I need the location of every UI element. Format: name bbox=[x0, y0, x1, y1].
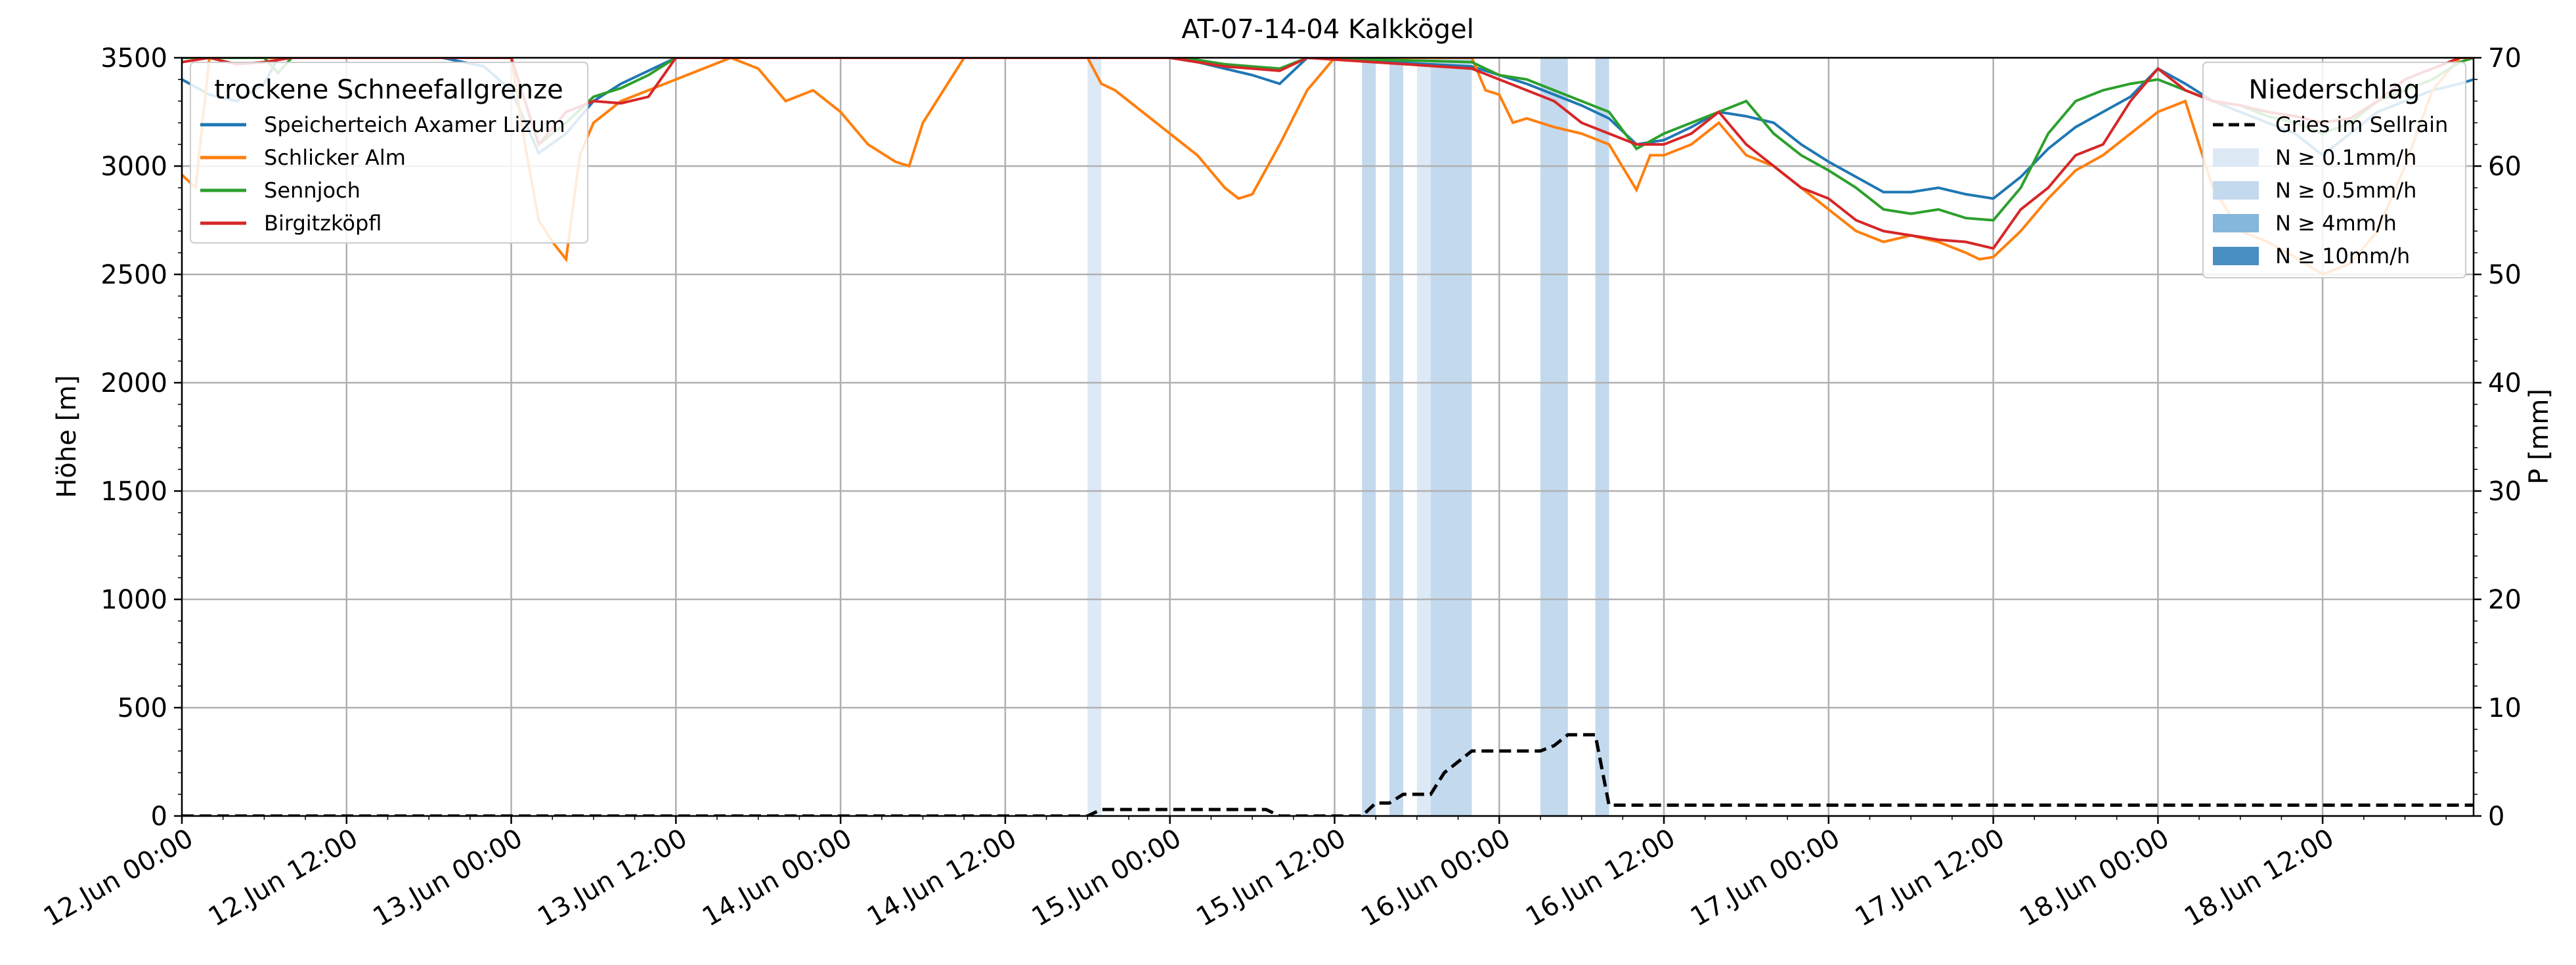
xtick-label-4: 14.Jun 00:00 bbox=[697, 823, 857, 933]
legend-left-label-2: Sennjoch bbox=[264, 178, 360, 203]
ytick-left-label-2: 1000 bbox=[100, 585, 167, 615]
legend-right-swatch-1 bbox=[2213, 181, 2259, 200]
y-axis-label-left: Höhe [m] bbox=[52, 375, 82, 498]
xtick-label-8: 16.Jun 00:00 bbox=[1356, 823, 1516, 933]
ytick-left-label-7: 3500 bbox=[100, 43, 167, 74]
precip-line bbox=[182, 733, 2474, 816]
xtick-label-13: 18.Jun 12:00 bbox=[2179, 823, 2339, 933]
ytick-left-label-1: 500 bbox=[118, 693, 167, 723]
legend-left-items: Speicherteich Axamer Lizum Schlicker Alm S… bbox=[200, 112, 565, 236]
legend-right-title: Niederschlag bbox=[2248, 75, 2420, 105]
y-axis-right: 0 10 20 30 40 50 60 70 bbox=[2474, 43, 2521, 832]
ytick-right-label-0: 0 bbox=[2488, 802, 2504, 832]
precip-band-2 bbox=[1389, 58, 1403, 816]
ytick-right-label-1: 10 bbox=[2488, 693, 2521, 723]
legend-right-swatch-3 bbox=[2213, 247, 2259, 265]
legend-left-label-3: Birgitzköpfl bbox=[264, 211, 382, 236]
legend-right-swatch-2 bbox=[2213, 214, 2259, 232]
x-axis: 12.Jun 00:00 12.Jun 12:00 13.Jun 00:00 13.J… bbox=[39, 816, 2447, 933]
y-axis-label-right: P [mm] bbox=[2524, 389, 2554, 484]
ytick-left-label-6: 3000 bbox=[100, 152, 167, 182]
ytick-right-label-4: 40 bbox=[2488, 368, 2521, 398]
xtick-label-6: 15.Jun 00:00 bbox=[1027, 823, 1187, 933]
legend-right-box bbox=[2202, 62, 2466, 278]
legend-left-label-1: Schlicker Alm bbox=[264, 145, 406, 170]
legend-left-box bbox=[190, 62, 588, 244]
precip-band-0 bbox=[1087, 58, 1102, 816]
ytick-right-label-2: 20 bbox=[2488, 585, 2521, 615]
precip-band-5 bbox=[1540, 58, 1568, 816]
xtick-label-0: 12.Jun 00:00 bbox=[39, 823, 198, 933]
xtick-label-11: 17.Jun 12:00 bbox=[1850, 823, 2009, 933]
legend-right-line-label: Gries im Sellrain bbox=[2275, 112, 2448, 137]
legend-right-label-3: N ≥ 10mm/h bbox=[2275, 244, 2410, 268]
legend-right-label-1: N ≥ 0.5mm/h bbox=[2275, 178, 2416, 203]
series-line-1 bbox=[182, 58, 2474, 276]
xtick-label-2: 13.Jun 00:00 bbox=[368, 823, 527, 933]
xtick-label-7: 15.Jun 12:00 bbox=[1191, 823, 1351, 933]
precip-band-4 bbox=[1430, 58, 1472, 816]
legend-right-swatch-0 bbox=[2213, 148, 2259, 167]
legend-right-label-2: N ≥ 4mm/h bbox=[2275, 211, 2397, 236]
ytick-left-label-4: 2000 bbox=[100, 368, 167, 398]
precip-band-6 bbox=[1595, 58, 1609, 816]
xtick-label-1: 12.Jun 12:00 bbox=[204, 823, 363, 933]
ytick-left-label-0: 0 bbox=[151, 802, 167, 832]
ytick-right-label-5: 50 bbox=[2488, 260, 2521, 290]
legend-right: Niederschlag Gries im Sellrain N ≥ 0.1mm… bbox=[2202, 62, 2466, 278]
chart-title: AT-07-14-04 Kalkkögel bbox=[1181, 14, 1474, 45]
ytick-left-label-5: 2500 bbox=[100, 260, 167, 290]
legend-right-intensity-items: N ≥ 0.1mm/h N ≥ 0.5mm/h N ≥ 4mm/h N ≥ 10mm/… bbox=[2213, 145, 2416, 268]
precip-band-1 bbox=[1362, 58, 1376, 816]
legend-right-label-0: N ≥ 0.1mm/h bbox=[2275, 145, 2416, 170]
ytick-left-label-3: 1500 bbox=[100, 477, 167, 507]
ytick-right-label-7: 70 bbox=[2488, 43, 2521, 74]
plot-frame bbox=[181, 56, 2475, 817]
ytick-right-label-3: 30 bbox=[2488, 477, 2521, 507]
xtick-label-9: 16.Jun 12:00 bbox=[1521, 823, 1680, 933]
ytick-right-label-6: 60 bbox=[2488, 152, 2521, 182]
legend-right-line-entry: Gries im Sellrain bbox=[2213, 112, 2448, 137]
legend-left: trockene Schneefallgrenze Speicherteich … bbox=[190, 62, 588, 244]
xtick-label-5: 14.Jun 12:00 bbox=[862, 823, 1022, 933]
precip-bands bbox=[1087, 58, 1609, 816]
legend-left-title: trockene Schneefallgrenze bbox=[214, 75, 563, 105]
xtick-label-3: 13.Jun 12:00 bbox=[533, 823, 692, 933]
grid-lines bbox=[181, 56, 2474, 817]
xtick-label-12: 18.Jun 00:00 bbox=[2015, 823, 2174, 933]
y-axis-left: 0 500 1000 1500 2000 2500 3000 3500 bbox=[100, 43, 182, 832]
precip-band-3 bbox=[1416, 58, 1431, 816]
xtick-label-10: 17.Jun 00:00 bbox=[1686, 823, 1845, 933]
legend-left-label-0: Speicherteich Axamer Lizum bbox=[264, 112, 565, 137]
